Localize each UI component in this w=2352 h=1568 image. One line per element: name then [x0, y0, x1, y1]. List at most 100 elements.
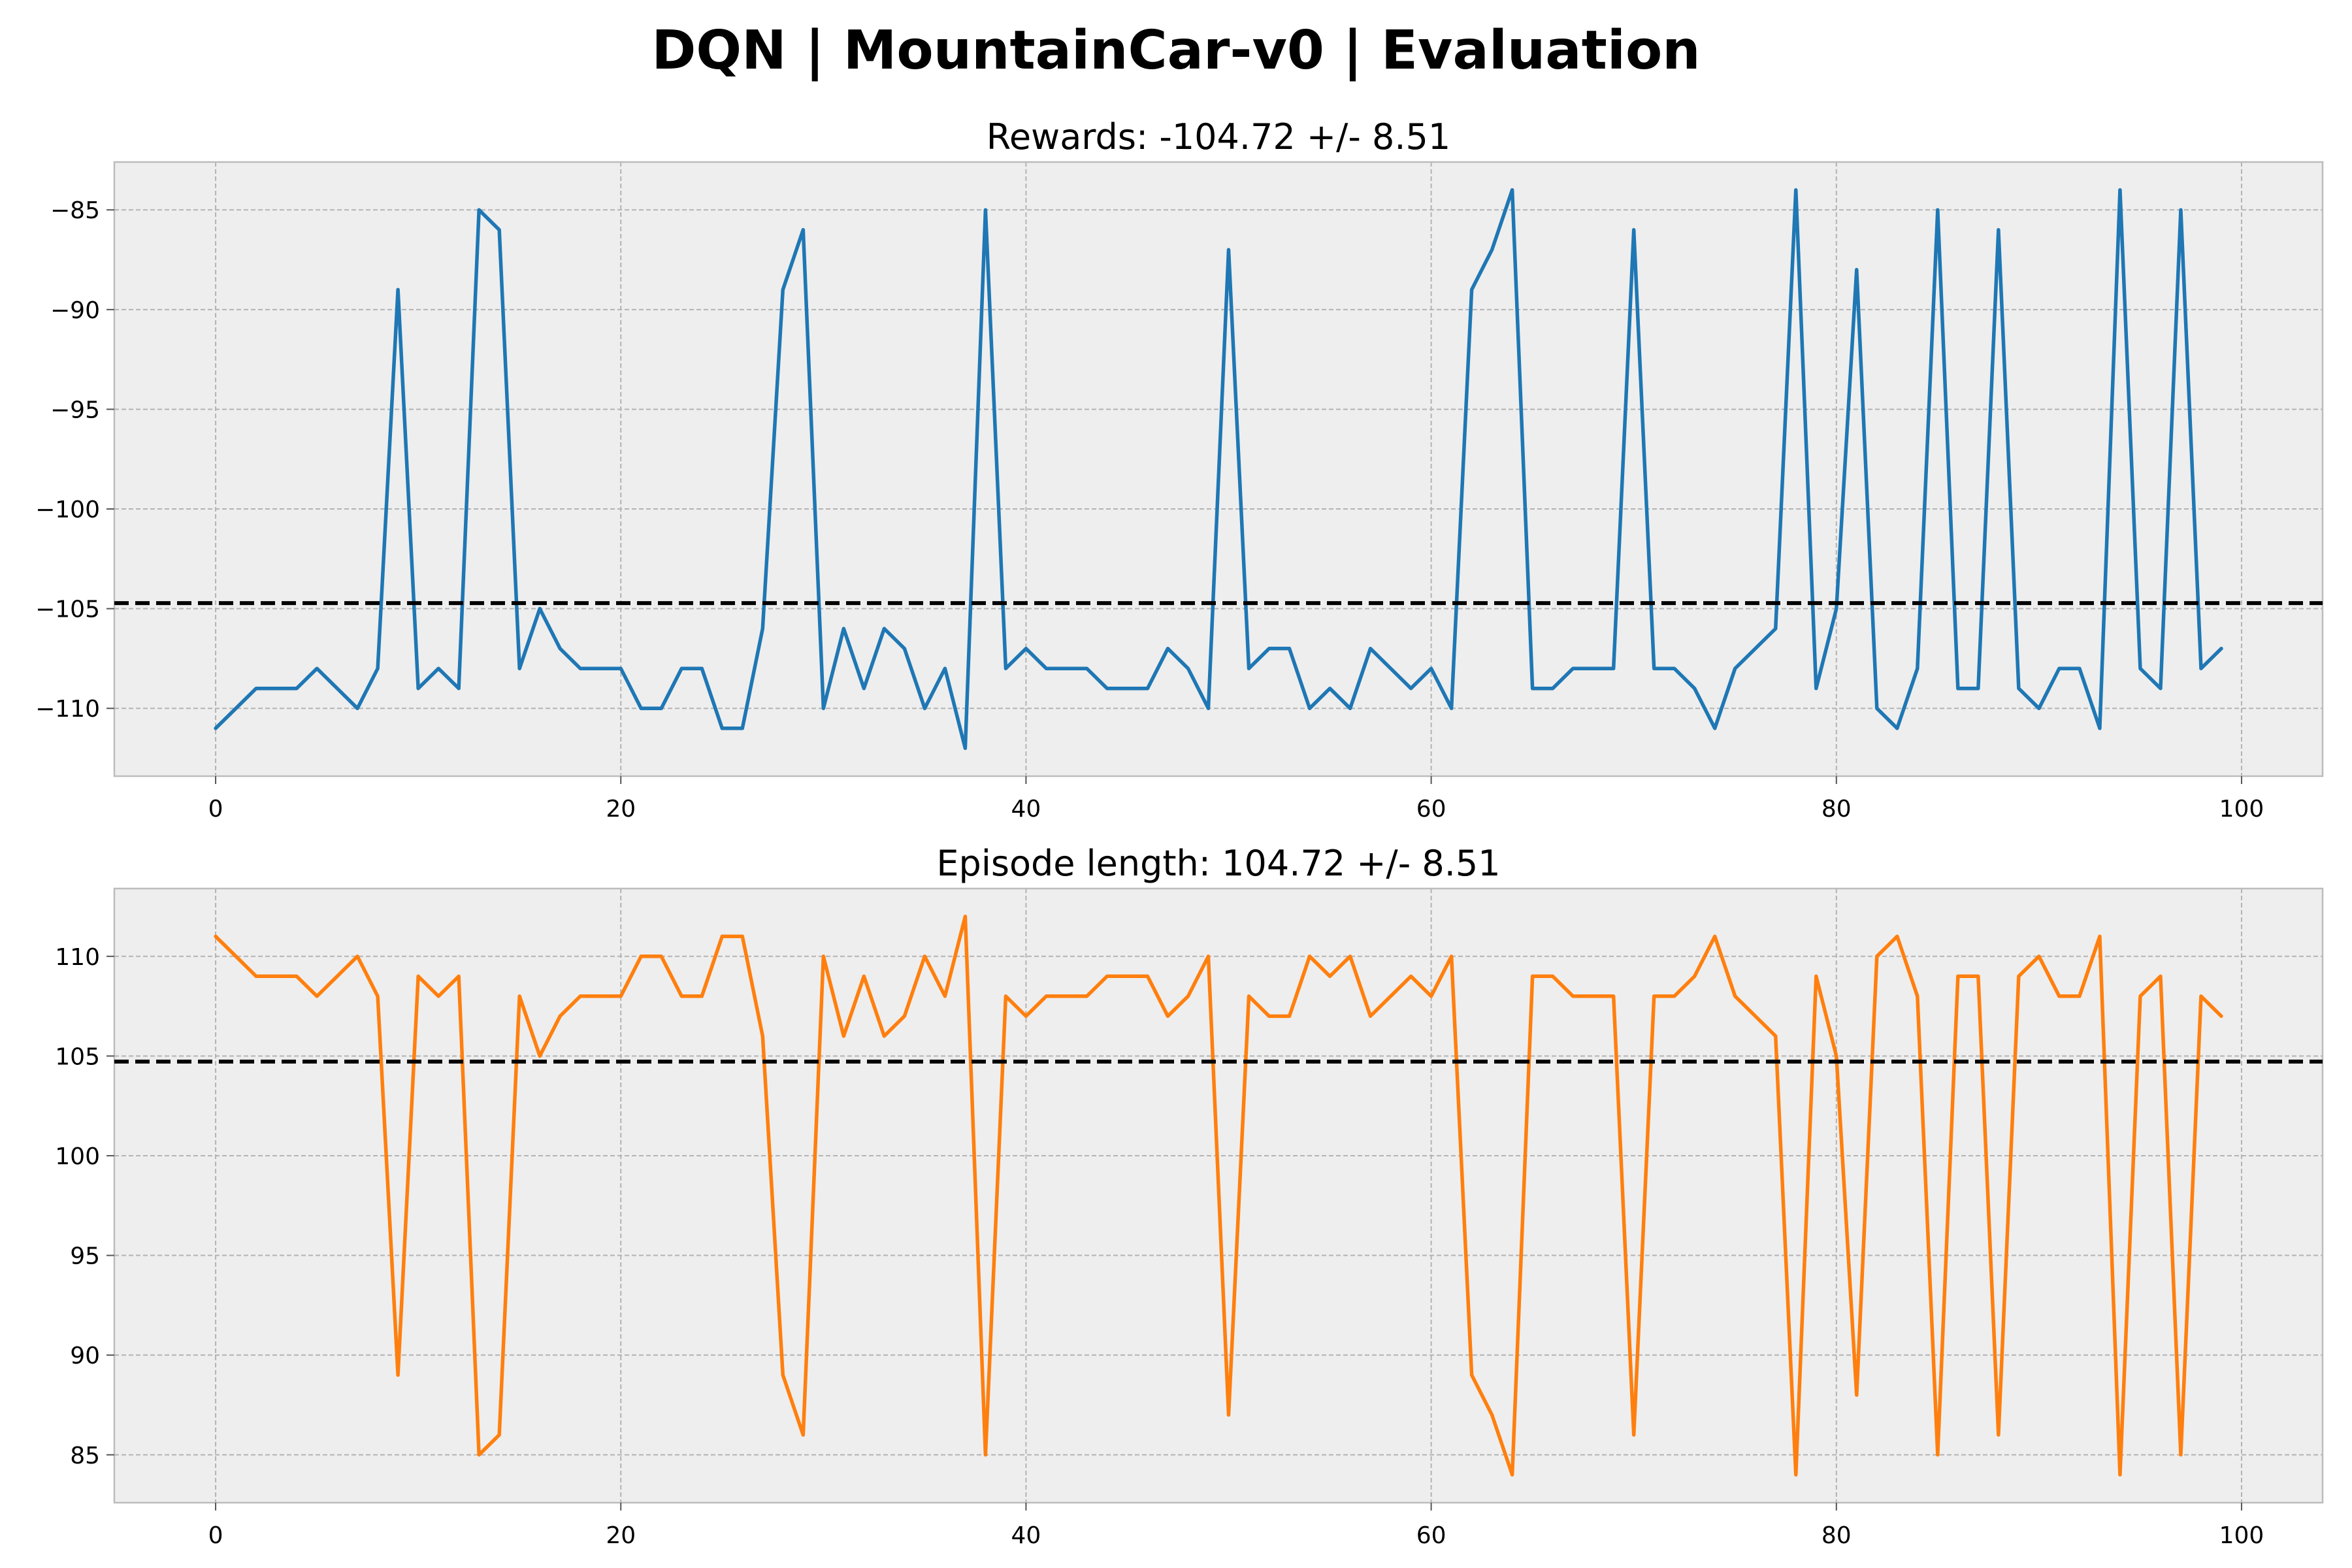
data-point	[2220, 647, 2222, 649]
data-point	[1106, 687, 1108, 689]
data-point	[1410, 975, 1412, 977]
data-point	[1167, 647, 1169, 649]
data-point	[742, 936, 743, 938]
data-point	[2200, 668, 2202, 670]
data-point	[1471, 1374, 1473, 1376]
data-point	[924, 708, 926, 710]
data-point	[1167, 1015, 1169, 1017]
data-point	[580, 668, 581, 670]
data-point	[1207, 955, 1209, 957]
data-point	[661, 955, 662, 957]
data-point	[1633, 229, 1635, 231]
data-point	[1693, 975, 1695, 977]
data-point	[1471, 289, 1473, 291]
data-point	[1612, 668, 1614, 670]
data-point	[1268, 1015, 1270, 1017]
data-point	[1147, 687, 1149, 689]
data-point	[964, 747, 966, 749]
data-point	[1754, 647, 1756, 649]
data-point	[904, 1015, 906, 1017]
data-point	[1147, 975, 1149, 977]
data-point	[1734, 668, 1736, 670]
data-point	[1410, 687, 1412, 689]
data-point	[1815, 687, 1817, 689]
data-point	[276, 687, 278, 689]
data-point	[1268, 647, 1270, 649]
data-point	[559, 1015, 561, 1017]
data-point	[701, 995, 703, 997]
data-point	[1045, 995, 1047, 997]
data-point	[498, 229, 500, 231]
data-point	[721, 727, 723, 729]
data-point	[1329, 975, 1331, 977]
x-tick-label: 40	[1011, 796, 1041, 823]
data-point	[843, 1035, 845, 1037]
data-point	[681, 668, 683, 670]
data-point	[1977, 975, 1979, 977]
data-point	[1450, 708, 1452, 710]
x-tick-label: 100	[2219, 1522, 2264, 1549]
data-point	[458, 975, 460, 977]
data-point	[1349, 955, 1351, 957]
y-tick-label: −85	[50, 197, 100, 224]
data-point	[2200, 995, 2202, 997]
data-point	[1896, 936, 1898, 938]
x-tick-label: 20	[606, 796, 636, 823]
data-point	[904, 647, 906, 649]
data-point	[2139, 995, 2141, 997]
data-point	[944, 668, 946, 670]
data-point	[438, 668, 440, 670]
data-point	[1511, 189, 1513, 191]
data-point	[1815, 975, 1817, 977]
data-point	[336, 687, 338, 689]
data-point	[681, 995, 683, 997]
data-point	[1430, 995, 1432, 997]
y-tick-label: 110	[55, 944, 100, 971]
data-point	[944, 995, 946, 997]
data-point	[1309, 708, 1311, 710]
data-point	[1592, 995, 1594, 997]
data-point	[2159, 975, 2161, 977]
data-point	[701, 668, 703, 670]
data-point	[600, 668, 602, 670]
data-point	[742, 727, 743, 729]
data-point	[1572, 995, 1574, 997]
data-point	[1086, 668, 1088, 670]
data-point	[1673, 668, 1675, 670]
data-point	[1288, 1015, 1290, 1017]
data-point	[924, 955, 926, 957]
data-point	[802, 1434, 804, 1436]
rewards-panel: 0 20 40 60 80 100 −85 −90 −95 −100 −105 −110 Rewards…	[35, 116, 2324, 823]
data-point	[1126, 687, 1128, 689]
data-point	[1855, 269, 1857, 270]
data-point	[1612, 995, 1614, 997]
data-point	[417, 975, 419, 977]
data-point	[1349, 708, 1351, 710]
x-tick-label: 20	[606, 1522, 636, 1549]
figure-title: DQN | MountainCar-v0 | Evaluation	[651, 20, 1701, 82]
data-point	[1916, 668, 1918, 670]
data-point	[417, 687, 419, 689]
data-point	[1916, 995, 1918, 997]
data-point	[782, 289, 784, 291]
data-point	[1754, 1015, 1756, 1017]
data-point	[1248, 668, 1250, 670]
series-line	[214, 188, 2223, 751]
data-point	[620, 995, 622, 997]
data-point	[1957, 687, 1959, 689]
data-point	[1714, 936, 1716, 938]
data-point	[2078, 668, 2080, 670]
data-point	[1369, 647, 1371, 649]
data-point	[1066, 668, 1068, 670]
data-point	[1329, 687, 1331, 689]
data-point	[215, 936, 217, 938]
data-point	[883, 1035, 885, 1037]
data-point	[539, 608, 541, 610]
data-point	[2119, 189, 2121, 191]
x-tick-label: 80	[1821, 796, 1852, 823]
y-tick-label: 100	[55, 1143, 100, 1170]
data-point	[985, 1454, 987, 1456]
data-point	[1997, 1434, 1999, 1436]
data-point	[1430, 668, 1432, 670]
